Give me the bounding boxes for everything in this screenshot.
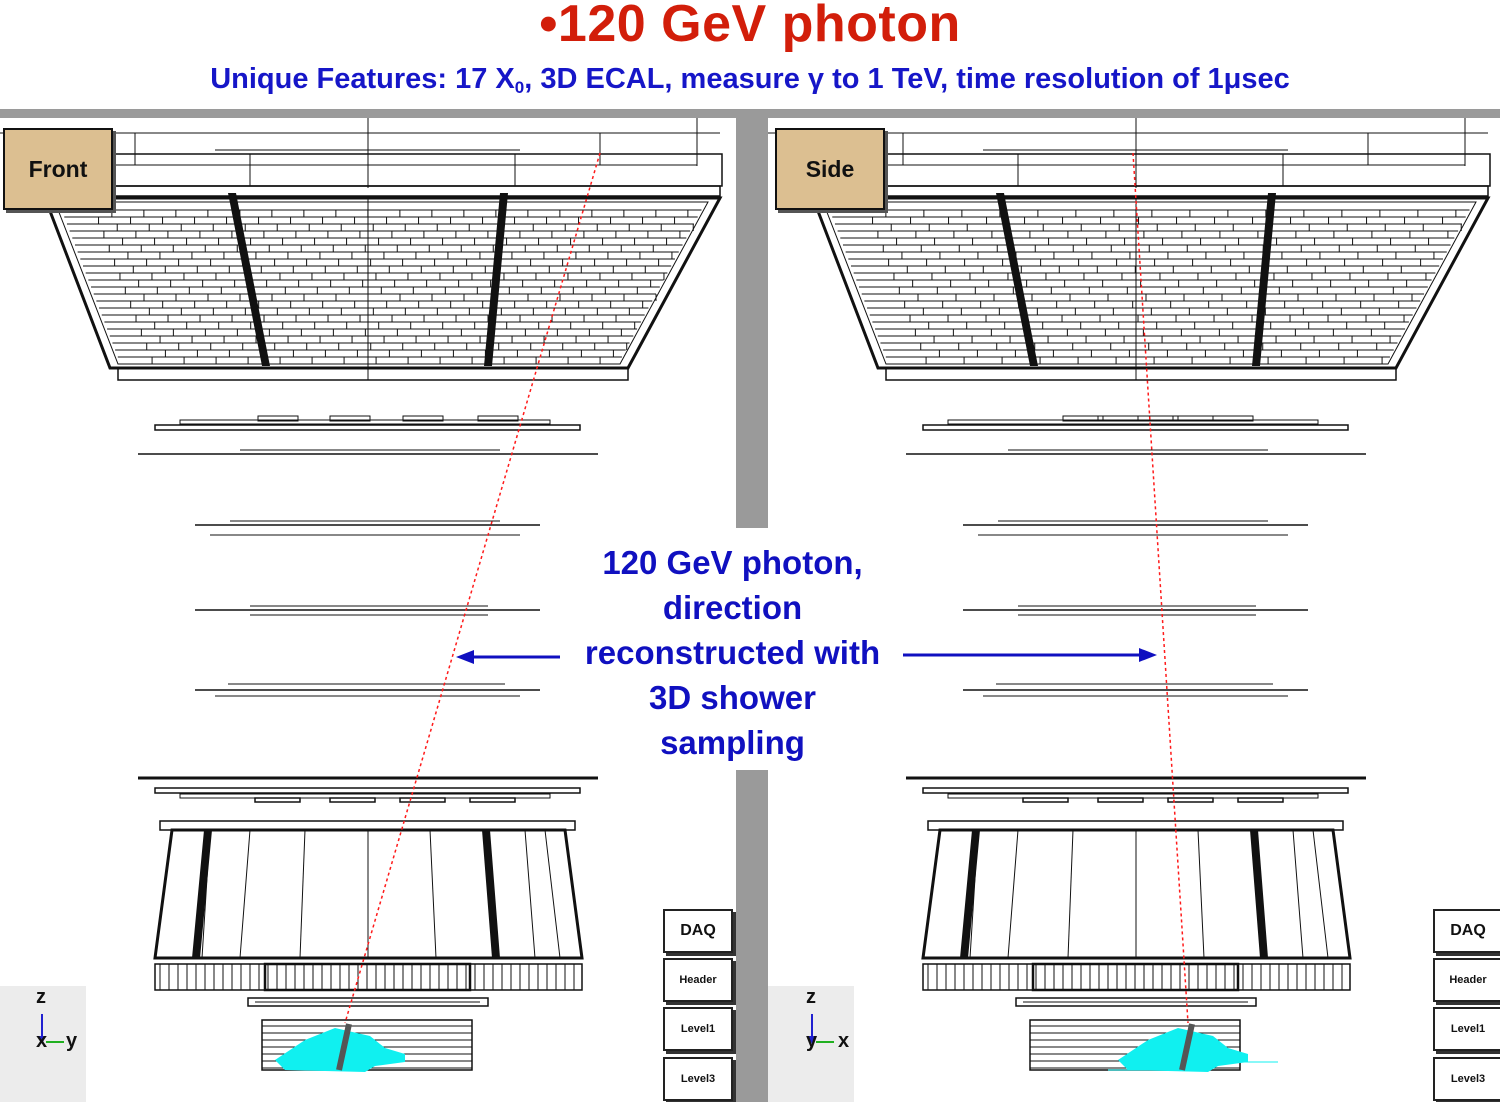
calorimeter-icon [810,193,1491,381]
subtitle: Unique Features: 17 X0, 3D ECAL, measure… [0,63,1500,98]
side-view-panel: Side z y x DAQ Header Level1 Level3 [768,118,1500,1102]
callout-line: direction [662,589,803,626]
side-axes-indicator: z y x [768,986,854,1102]
callout-line: reconstructed with [584,634,881,671]
callout-line: 120 GeV photon, [602,544,863,581]
level3-button[interactable]: Level3 [1433,1057,1500,1101]
level1-button[interactable]: Level1 [663,1007,733,1051]
subtitle-text-post: , 3D ECAL, measure γ to 1 TeV, time reso… [524,63,1290,95]
header-button[interactable]: Header [1433,958,1500,1002]
header-button[interactable]: Header [663,958,733,1002]
subtitle-text-pre: Unique Features: 17 X [210,63,515,95]
axis-label-vertical: z [36,986,46,1008]
frame-divider-upper [736,118,768,528]
front-view-panel: Front z x y DAQ Header Level1 Level3 [0,118,736,1102]
frame-divider-lower [736,770,768,1102]
side-detector-drawing [768,118,1491,1072]
daq-button[interactable]: DAQ [1433,909,1500,953]
callout-line: 3D shower [649,679,816,716]
level3-button[interactable]: Level3 [663,1057,733,1101]
photon-track-line [1132,152,1189,1024]
photon-track-line [344,152,601,1024]
callout-line: sampling [660,724,805,761]
callout-text: 120 GeV photon, direction reconstructed … [560,540,905,765]
level1-button[interactable]: Level1 [1433,1007,1500,1051]
front-detector-drawing [0,118,723,1072]
subtitle-subscript: 0 [514,78,525,97]
frame-top-bar [0,109,1500,118]
side-view-button[interactable]: Side [775,128,885,210]
tracker-planes-icon [906,415,1366,697]
barrel-icon [921,820,1352,1071]
axis-label-horizontal: x [838,1030,850,1052]
calorimeter-icon [42,193,723,381]
axis-label-vertical: z [806,986,816,1008]
photon-shower-icon [275,1023,405,1072]
photon-shower-icon [1108,1023,1278,1072]
daq-button[interactable]: DAQ [663,909,733,953]
front-view-button[interactable]: Front [3,128,113,210]
axis-label-horizontal: y [66,1030,78,1052]
front-axes-indicator: z x y [0,986,86,1102]
page-title: •120 GeV photon [539,0,961,53]
axis-label-depth: y [806,1030,818,1052]
axes-icon [38,1014,64,1044]
axes-icon [808,1014,834,1044]
barrel-icon [153,820,584,1071]
axis-label-depth: x [36,1030,48,1052]
tracker-planes-icon [138,415,598,697]
